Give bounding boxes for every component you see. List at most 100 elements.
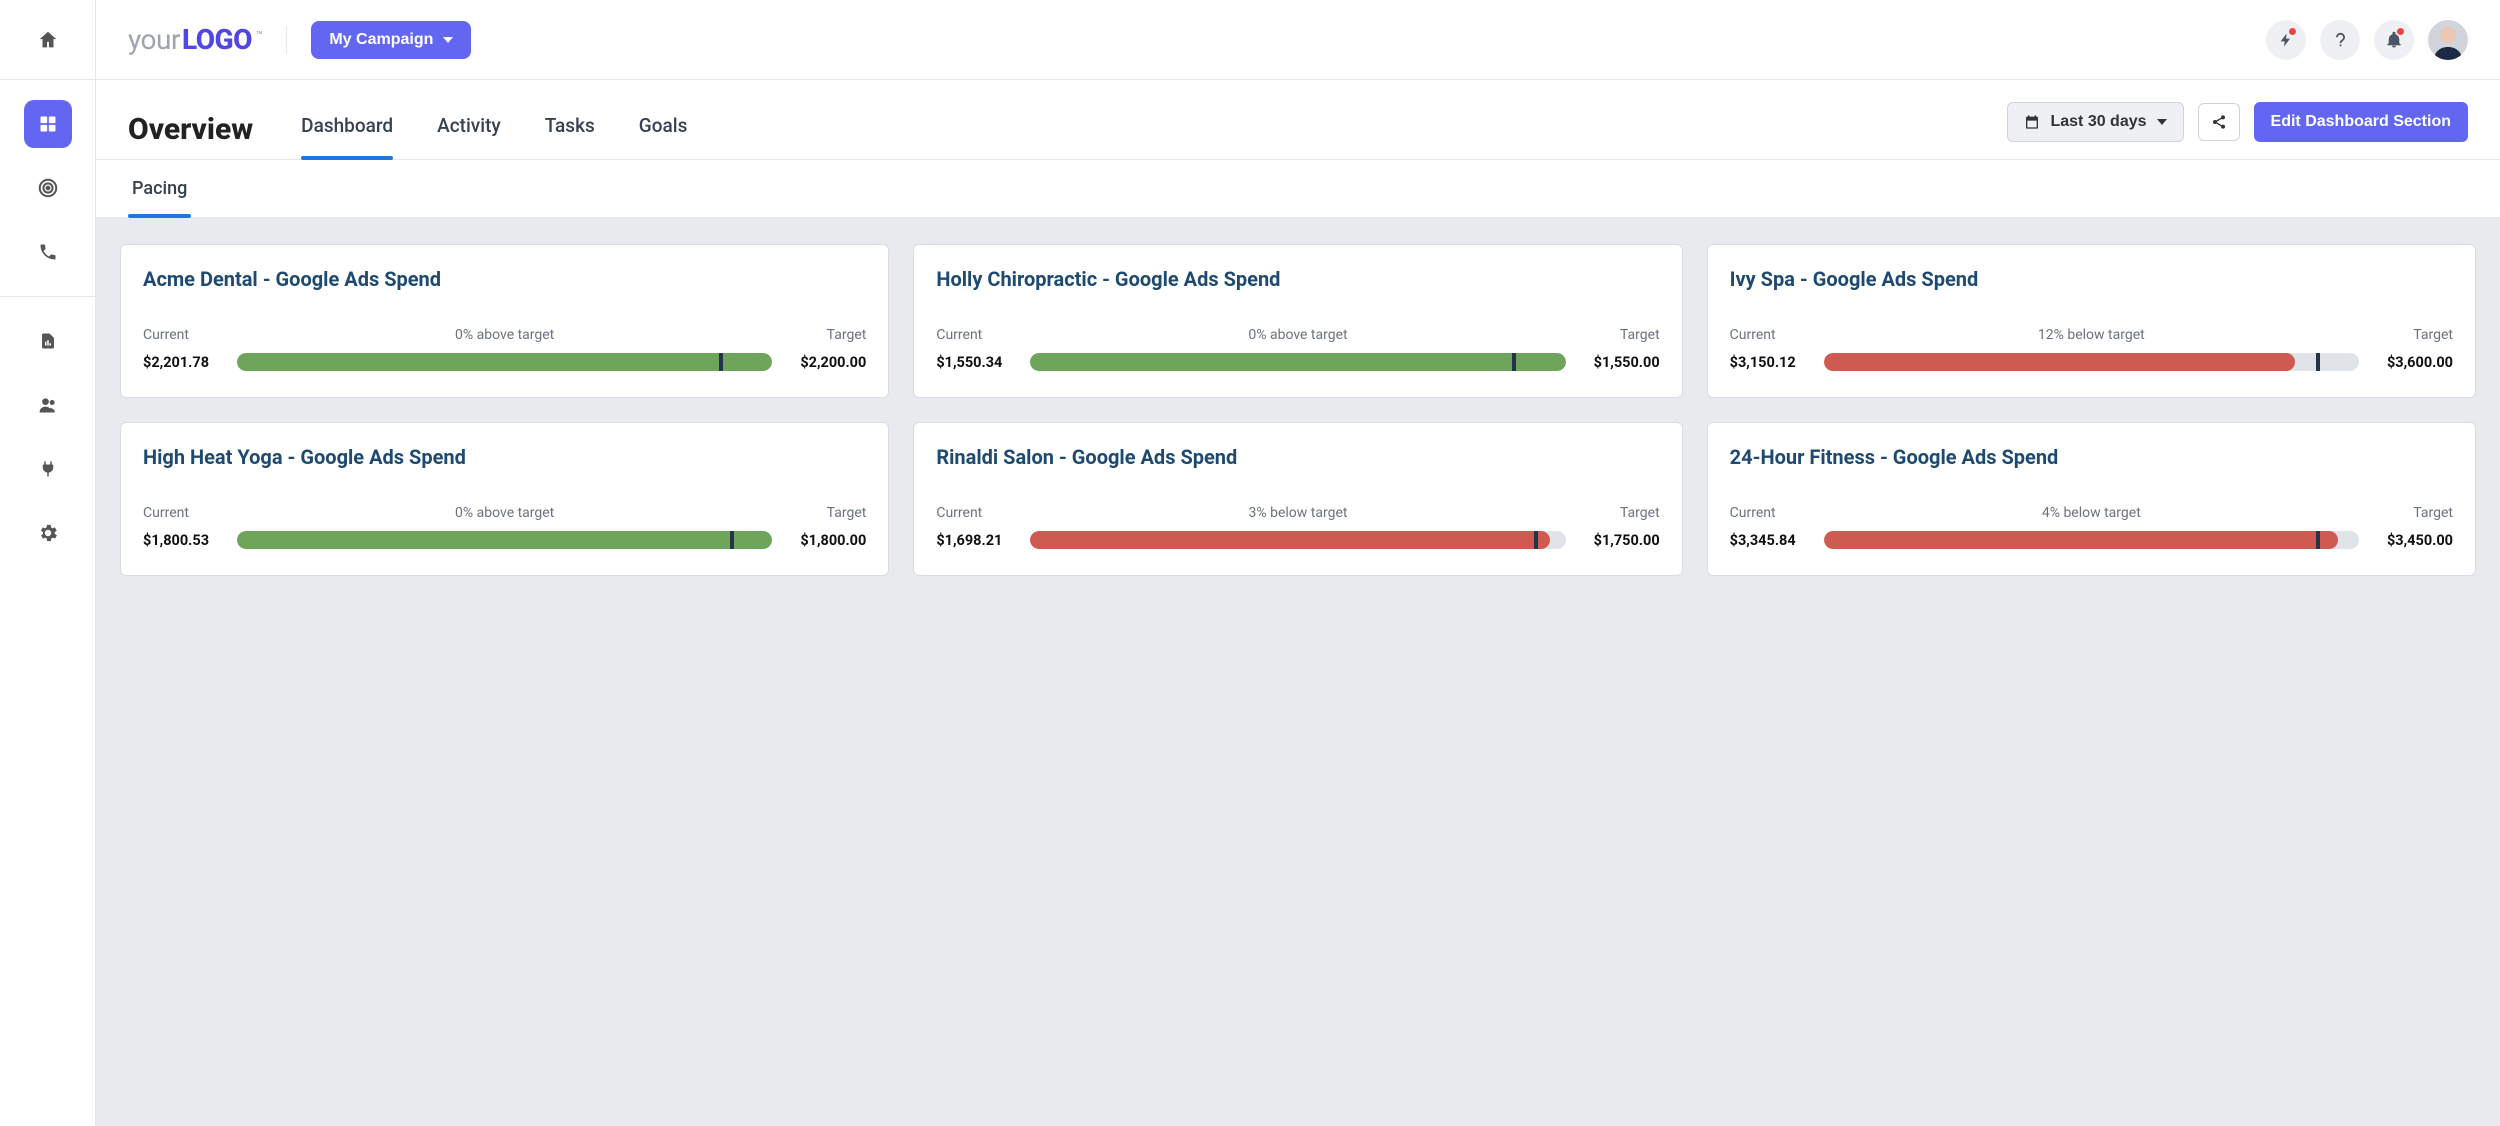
pacing-card[interactable]: Ivy Spa - Google Ads Spend Current12% bel… [1707, 244, 2476, 398]
subheader: Overview Dashboard Activity Tasks Goals Las… [96, 80, 2500, 160]
pacing-card[interactable]: 24-Hour Fitness - Google Ads Spend Curren… [1707, 422, 2476, 576]
progress-bar [1810, 531, 2373, 549]
content-area: Acme Dental - Google Ads SpendCurrent0% … [96, 218, 2500, 1126]
progress-bar [1016, 531, 1579, 549]
pacing-card[interactable]: High Heat Yoga - Google Ads Spend Current… [120, 422, 889, 576]
gear-icon [37, 522, 59, 544]
label-target: Target [786, 327, 866, 343]
plug-icon [39, 458, 57, 480]
label-target: Target [2373, 505, 2453, 521]
help-button[interactable] [2320, 20, 2360, 60]
value-current: $3,150.12 [1730, 354, 1810, 371]
tab-goals[interactable]: Goals [639, 100, 688, 159]
tab-dashboard[interactable]: Dashboard [301, 100, 393, 159]
caret-down-icon [2157, 119, 2167, 125]
pacing-grid: Acme Dental - Google Ads SpendCurrent0% … [120, 244, 2476, 576]
value-target: $3,600.00 [2373, 354, 2453, 371]
avatar-icon [2428, 20, 2468, 60]
status-text: 12% below target [1810, 327, 2373, 343]
tab-tasks[interactable]: Tasks [545, 100, 595, 159]
status-text: 0% above target [223, 505, 786, 521]
edit-dashboard-button[interactable]: Edit Dashboard Section [2254, 102, 2468, 142]
sidebar-item-overview[interactable] [24, 100, 72, 148]
brand-tm: ™ [256, 29, 262, 42]
value-target: $1,800.00 [786, 532, 866, 549]
value-current: $1,800.53 [143, 532, 223, 549]
question-icon [2335, 31, 2346, 49]
card-title: Ivy Spa - Google Ads Spend [1730, 267, 2453, 291]
status-text: 0% above target [1016, 327, 1579, 343]
brand-logo[interactable]: your LOGO ™ [128, 23, 262, 56]
value-current: $3,345.84 [1730, 532, 1810, 549]
progress-bar [223, 353, 786, 371]
share-icon [2211, 114, 2227, 130]
label-target: Target [1580, 505, 1660, 521]
sidebar-item-calls[interactable] [24, 228, 72, 276]
label-current: Current [1730, 505, 1810, 521]
calendar-icon [2024, 114, 2040, 130]
user-avatar[interactable] [2428, 20, 2468, 60]
status-text: 4% below target [1810, 505, 2373, 521]
main-tabs: Dashboard Activity Tasks Goals [301, 100, 687, 159]
label-current: Current [936, 505, 1016, 521]
campaign-selector-label: My Campaign [329, 31, 433, 49]
brand-part-a: your [128, 23, 180, 56]
status-text: 3% below target [1016, 505, 1579, 521]
label-target: Target [786, 505, 866, 521]
topbar: your LOGO ™ My Campaign [96, 0, 2500, 80]
label-current: Current [936, 327, 1016, 343]
pacing-card[interactable]: Holly Chiropractic - Google Ads Spend Cur… [913, 244, 1682, 398]
notifications-button[interactable] [2374, 20, 2414, 60]
value-current: $2,201.78 [143, 354, 223, 371]
secondary-tabs: Pacing [96, 160, 2500, 218]
phone-icon [38, 242, 58, 262]
share-button[interactable] [2198, 103, 2240, 141]
campaign-selector[interactable]: My Campaign [311, 21, 471, 59]
date-range-label: Last 30 days [2050, 113, 2146, 131]
page-title: Overview [128, 112, 253, 147]
date-range-button[interactable]: Last 30 days [2007, 102, 2183, 142]
sidebar-item-targets[interactable] [24, 164, 72, 212]
label-current: Current [143, 505, 223, 521]
divider [286, 26, 287, 54]
label-current: Current [1730, 327, 1810, 343]
card-title: 24-Hour Fitness - Google Ads Spend [1730, 445, 2453, 469]
sidebar-item-users[interactable] [24, 381, 72, 429]
value-target: $1,750.00 [1580, 532, 1660, 549]
tab-activity[interactable]: Activity [437, 100, 501, 159]
sidebar-item-settings[interactable] [24, 509, 72, 557]
value-target: $2,200.00 [786, 354, 866, 371]
progress-bar [1016, 353, 1579, 371]
sidebar-home[interactable] [0, 0, 95, 80]
value-current: $1,698.21 [936, 532, 1016, 549]
card-title: Rinaldi Salon - Google Ads Spend [936, 445, 1659, 469]
file-chart-icon [39, 331, 57, 351]
pacing-card[interactable]: Acme Dental - Google Ads Spend Current0% … [120, 244, 889, 398]
card-title: Holly Chiropractic - Google Ads Spend [936, 267, 1659, 291]
brand-part-b: LOGO [182, 23, 252, 56]
activity-button[interactable] [2266, 20, 2306, 60]
edit-dashboard-label: Edit Dashboard Section [2271, 113, 2451, 131]
label-target: Target [1580, 327, 1660, 343]
sidebar [0, 0, 96, 1126]
progress-bar [223, 531, 786, 549]
value-target: $1,550.00 [1580, 354, 1660, 371]
sidebar-item-reports[interactable] [24, 317, 72, 365]
card-title: Acme Dental - Google Ads Spend [143, 267, 866, 291]
status-text: 0% above target [223, 327, 786, 343]
sidebar-item-integrations[interactable] [24, 445, 72, 493]
notification-dot [2289, 28, 2296, 35]
value-current: $1,550.34 [936, 354, 1016, 371]
target-icon [37, 177, 59, 199]
secondary-tab-pacing[interactable]: Pacing [128, 160, 191, 217]
label-current: Current [143, 327, 223, 343]
home-icon [37, 29, 59, 51]
users-icon [37, 395, 59, 415]
notification-dot [2397, 28, 2404, 35]
label-target: Target [2373, 327, 2453, 343]
grid-icon [38, 114, 58, 134]
pacing-card[interactable]: Rinaldi Salon - Google Ads Spend Current3… [913, 422, 1682, 576]
card-title: High Heat Yoga - Google Ads Spend [143, 445, 866, 469]
caret-down-icon [443, 37, 453, 43]
value-target: $3,450.00 [2373, 532, 2453, 549]
